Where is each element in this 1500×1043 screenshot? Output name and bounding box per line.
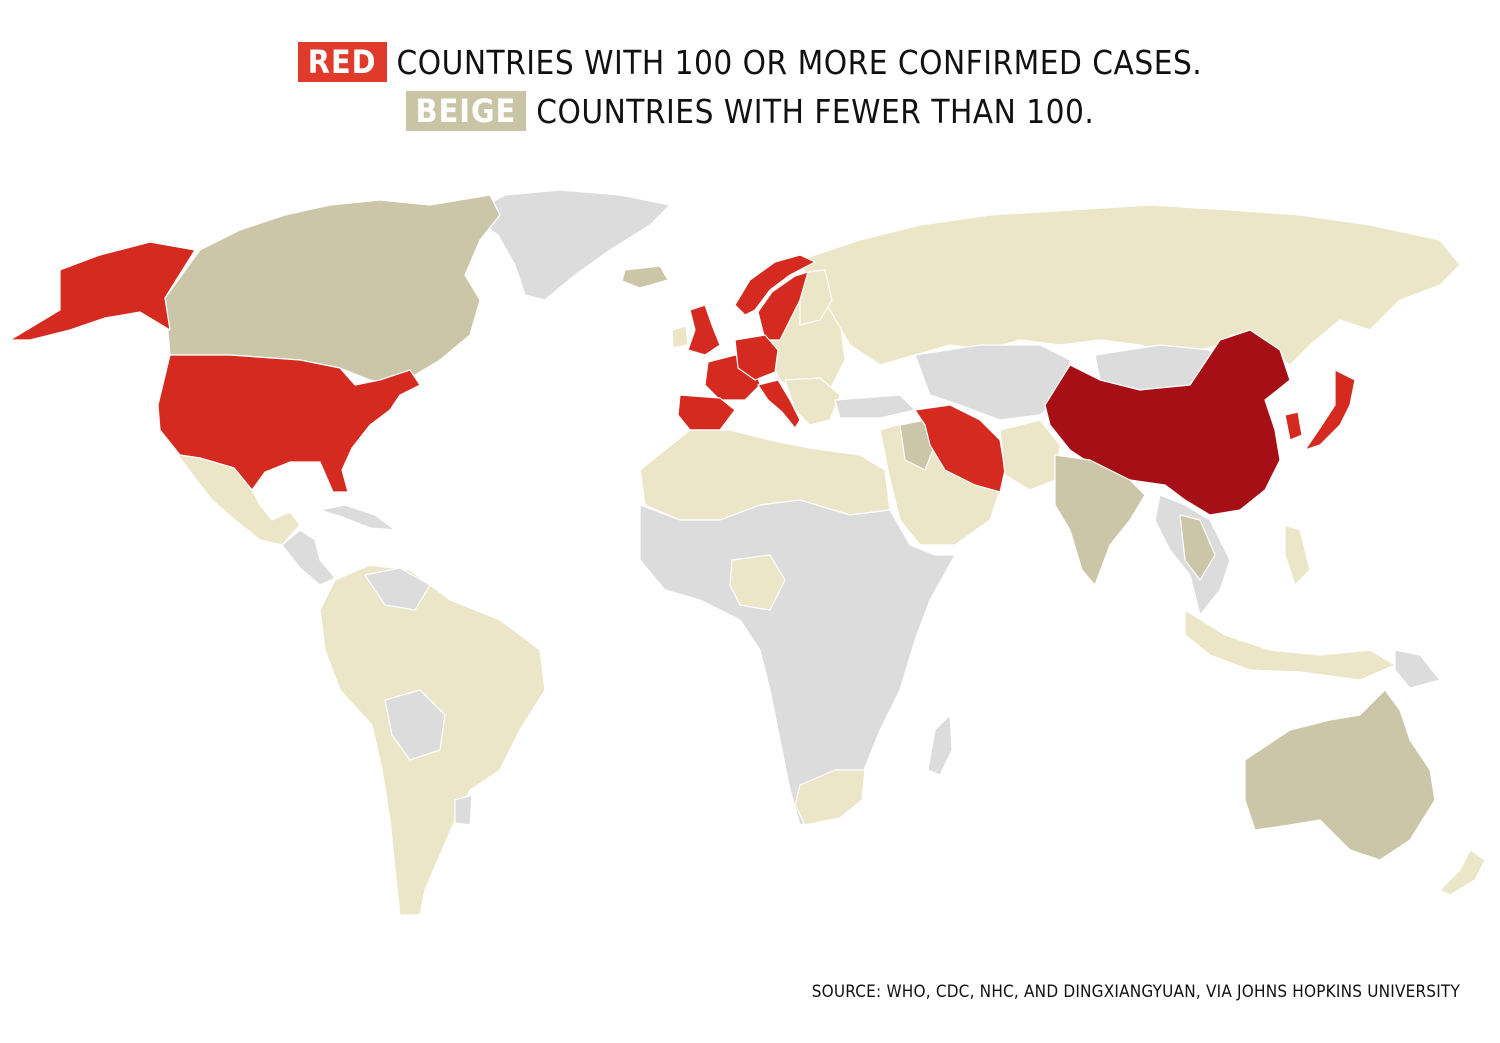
region-caribbean	[319, 504, 396, 531]
region-pakistan	[999, 419, 1061, 491]
region-madagascar	[927, 714, 953, 776]
region-ireland	[671, 325, 689, 349]
region-indonesia	[1184, 609, 1396, 681]
region-africa	[639, 499, 956, 826]
legend-red-text: COUNTRIES WITH 100 OR MORE CONFIRMED CAS…	[396, 42, 1203, 82]
region-uk	[687, 304, 721, 356]
region-japan	[1304, 369, 1356, 451]
region-bolivia	[384, 689, 446, 761]
region-turkey	[834, 394, 916, 419]
region-iran	[914, 404, 1006, 493]
region-philippines	[1284, 524, 1311, 586]
region-alaska	[9, 241, 196, 341]
region-balkans	[784, 377, 841, 426]
region-nigeria	[729, 554, 786, 611]
legend-beige: BEIGE COUNTRIES WITH FEWER THAN 100.	[0, 89, 1500, 133]
region-india	[1054, 454, 1146, 586]
region-iraq	[899, 419, 936, 471]
region-south-korea	[1284, 411, 1303, 441]
source-note: SOURCE: WHO, CDC, NHC, AND DINGXIANGYUAN…	[811, 982, 1460, 1002]
region-germany	[734, 334, 779, 381]
region-finland	[799, 269, 833, 326]
region-south-africa	[794, 769, 866, 826]
region-new-zealand	[1439, 849, 1486, 896]
region-uruguay	[454, 794, 473, 826]
legend-red-key: RED	[297, 42, 387, 82]
legend-beige-key: BEIGE	[405, 91, 527, 131]
legend-red: RED COUNTRIES WITH 100 OR MORE CONFIRMED…	[0, 40, 1500, 84]
region-venezuela	[364, 567, 431, 611]
legend-beige-text: COUNTRIES WITH FEWER THAN 100.	[536, 91, 1095, 131]
region-norway	[734, 254, 816, 316]
region-italy	[757, 379, 801, 429]
world-map	[9, 189, 1486, 916]
region-papua	[1394, 649, 1441, 689]
region-greenland	[469, 189, 671, 301]
region-iceland	[621, 265, 669, 289]
region-mexico	[177, 454, 301, 546]
region-russia	[799, 204, 1461, 366]
region-australia	[1244, 689, 1436, 861]
region-central-america	[281, 529, 336, 586]
region-thailand	[1179, 514, 1216, 581]
